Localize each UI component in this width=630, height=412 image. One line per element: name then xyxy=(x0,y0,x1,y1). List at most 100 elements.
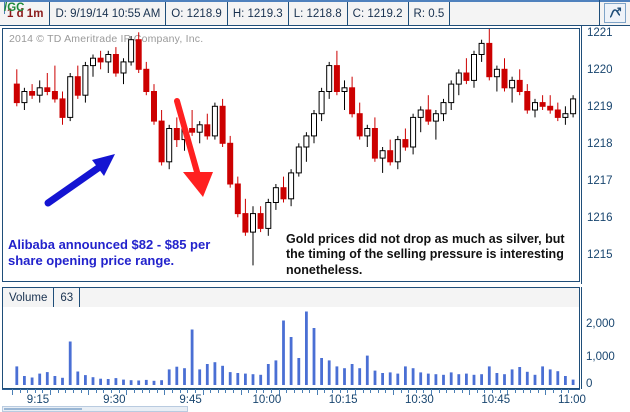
time-axis-tick xyxy=(225,389,227,393)
volume-axis-label: 1,000 xyxy=(586,351,615,363)
open-cell: O: 1218.9 xyxy=(166,2,228,25)
time-axis-tick xyxy=(553,389,555,393)
time-axis-label: 10:45 xyxy=(481,394,511,406)
time-axis-tick xyxy=(377,389,379,393)
time-axis-tick xyxy=(415,389,417,393)
time-axis-tick xyxy=(118,389,120,393)
time-axis-tick xyxy=(537,389,539,393)
time-axis-tick xyxy=(339,389,341,393)
toolbar-empty-area xyxy=(450,2,630,25)
time-axis-tick xyxy=(332,389,334,393)
down-right-arrow-icon xyxy=(174,98,213,197)
volume-plot-area[interactable] xyxy=(2,307,580,389)
time-axis-tick xyxy=(271,389,273,393)
volume-axis-line xyxy=(581,287,582,389)
time-axis-tick xyxy=(354,389,356,395)
time-axis-tick xyxy=(255,389,257,393)
time-axis-tick xyxy=(141,389,143,393)
time-axis-label: 9:15 xyxy=(26,394,50,406)
price-axis-label: 1216 xyxy=(587,212,613,224)
time-axis-tick xyxy=(545,389,547,395)
time-axis-tick xyxy=(187,389,189,393)
time-axis-tick xyxy=(438,389,440,393)
annotation-alibaba: Alibaba announced $82 - $85 per share op… xyxy=(8,237,211,268)
low-cell: L: 1218.8 xyxy=(288,2,348,25)
symbol-aggregation: 1 d 1m xyxy=(7,7,44,20)
time-axis-tick xyxy=(286,389,288,393)
trend-line-icon[interactable] xyxy=(604,3,626,23)
time-axis-label: 9:30 xyxy=(103,394,126,406)
time-axis-tick xyxy=(560,389,562,393)
time-axis-tick xyxy=(461,389,463,393)
time-axis-tick xyxy=(88,389,90,395)
volume-series xyxy=(15,311,575,385)
price-axis-label: 1219 xyxy=(587,101,613,113)
time-axis-tick xyxy=(522,389,524,393)
time-axis-tick xyxy=(240,389,242,395)
time-axis-tick xyxy=(248,389,250,393)
range-cell: R: 0.5 xyxy=(408,2,451,25)
time-axis-tick xyxy=(347,389,349,393)
time-axis-tick xyxy=(453,389,455,393)
time-axis-label: 10:00 xyxy=(252,394,282,406)
date-cell: D: 9/19/14 10:55 AM xyxy=(50,2,167,25)
time-axis-tick xyxy=(293,389,295,393)
time-axis-label: 9:45 xyxy=(179,394,202,406)
price-axis-label: 1218 xyxy=(587,138,613,150)
candlestick-plot-area[interactable]: 2014 © TD Ameritrade IP Company, Inc. Al… xyxy=(2,28,580,282)
volume-header: Volume 63 xyxy=(2,287,580,307)
horizontal-scrollbar[interactable] xyxy=(2,406,188,412)
time-axis-label: 11:00 xyxy=(558,394,586,406)
time-axis-tick xyxy=(476,389,478,393)
time-axis-tick xyxy=(324,389,326,393)
annotation-gold-commentary: Gold prices did not drop as much as silv… xyxy=(286,232,565,277)
time-axis-tick xyxy=(210,389,212,393)
time-axis-tick xyxy=(309,389,311,393)
volume-axis[interactable]: 2,000 1,000 0 xyxy=(583,307,630,390)
time-axis-tick xyxy=(499,389,501,393)
high-cell: H: 1219.3 xyxy=(227,2,289,25)
time-axis-tick xyxy=(385,389,387,393)
time-axis-tick xyxy=(57,389,59,393)
time-axis-tick xyxy=(179,389,181,393)
time-axis-tick xyxy=(232,389,234,393)
time-axis-tick xyxy=(217,389,219,393)
symbol-cell[interactable]: /GC 1 d 1m xyxy=(0,2,51,25)
time-axis-tick xyxy=(507,389,509,395)
time-axis-tick xyxy=(484,389,486,393)
time-axis-tick xyxy=(34,389,36,393)
time-axis-line xyxy=(2,389,580,390)
scrollbar-thumb[interactable] xyxy=(4,408,82,410)
price-axis[interactable]: 1221 1220 1219 1218 1217 1216 1215 xyxy=(583,26,630,284)
time-axis-tick xyxy=(65,389,67,393)
time-axis-tick xyxy=(492,389,494,393)
time-axis-tick xyxy=(149,389,151,393)
time-axis-tick xyxy=(408,389,410,393)
volume-value: 63 xyxy=(54,288,81,307)
time-axis-tick xyxy=(103,389,105,393)
time-axis-tick xyxy=(370,389,372,393)
time-axis-tick xyxy=(164,389,166,395)
time-axis-tick xyxy=(95,389,97,393)
time-axis-tick xyxy=(133,389,135,393)
price-axis-label: 1221 xyxy=(587,27,613,39)
time-axis-tick xyxy=(202,389,204,395)
time-axis-tick xyxy=(19,389,21,393)
time-axis-tick xyxy=(423,389,425,393)
time-axis-tick xyxy=(278,389,280,395)
price-axis-label: 1217 xyxy=(587,175,613,187)
time-axis-tick xyxy=(316,389,318,395)
price-pane: 2014 © TD Ameritrade IP Company, Inc. Al… xyxy=(0,26,630,284)
time-axis-tick xyxy=(469,389,471,395)
time-axis-tick xyxy=(80,389,82,393)
volume-title: Volume xyxy=(3,288,55,307)
time-axis-tick xyxy=(568,389,570,393)
symbol-ticker: /GC xyxy=(4,2,25,14)
time-axis-tick xyxy=(172,389,174,393)
up-right-arrow-icon xyxy=(44,154,115,207)
time-axis-tick xyxy=(301,389,303,393)
price-axis-label: 1220 xyxy=(587,64,613,76)
time-axis-tick xyxy=(393,389,394,395)
time-axis-label: 10:15 xyxy=(328,394,358,406)
